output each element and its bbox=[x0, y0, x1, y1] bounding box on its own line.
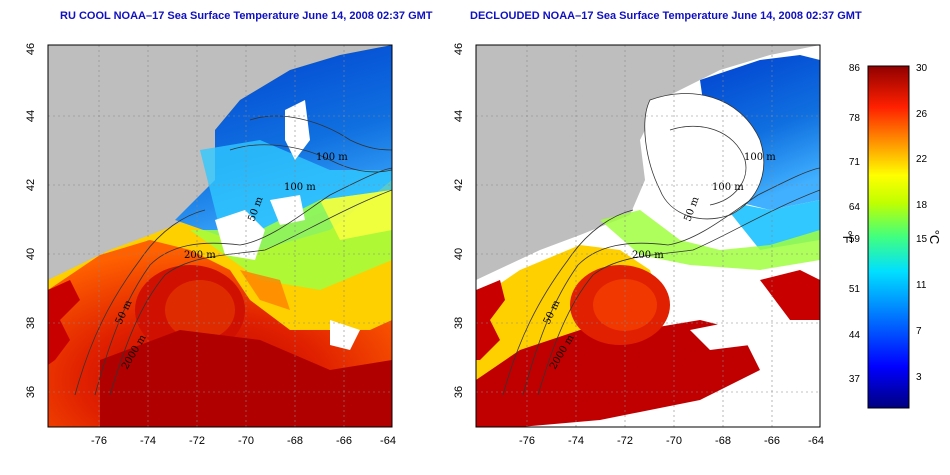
left-x-tick: -66 bbox=[336, 435, 352, 447]
right-contour-label-200: 200 m bbox=[632, 250, 664, 261]
left-y-axis: 36 38 40 42 44 46 bbox=[25, 43, 37, 398]
right-y-tick: 42 bbox=[453, 179, 465, 191]
colorbar-f-tick: 44 bbox=[849, 330, 861, 341]
right-x-tick: -76 bbox=[519, 435, 535, 447]
colorbar-f-tick: 86 bbox=[849, 63, 861, 74]
colorbar-c-tick: 15 bbox=[916, 234, 928, 245]
right-x-axis: -76 -74 -72 -70 -68 -66 -64 bbox=[519, 435, 824, 447]
left-x-tick: -68 bbox=[287, 435, 303, 447]
left-contour-label-200: 200 m bbox=[184, 250, 216, 261]
left-y-tick: 44 bbox=[25, 110, 37, 122]
left-x-tick: -74 bbox=[140, 435, 156, 447]
right-y-tick: 36 bbox=[453, 386, 465, 398]
colorbar-c-label: °C bbox=[927, 230, 942, 245]
right-map bbox=[476, 45, 820, 427]
colorbar-f-tick: 59 bbox=[849, 234, 861, 245]
right-contour-label-100b: 100 m bbox=[712, 182, 744, 193]
right-x-tick: -64 bbox=[808, 435, 824, 447]
right-x-tick: -74 bbox=[568, 435, 584, 447]
left-contour-label-100a: 100 m bbox=[316, 152, 348, 163]
right-x-tick: -72 bbox=[617, 435, 633, 447]
left-x-axis: -76 -74 -72 -70 -68 -66 -64 bbox=[91, 435, 396, 447]
left-map-frame bbox=[47, 44, 393, 428]
left-y-tick: 36 bbox=[25, 386, 37, 398]
colorbar-f-tick: 64 bbox=[849, 202, 861, 213]
right-y-axis: 36 38 40 42 44 46 bbox=[453, 43, 465, 398]
right-y-tick: 38 bbox=[453, 317, 465, 329]
left-x-tick: -70 bbox=[238, 435, 254, 447]
warm-water bbox=[476, 320, 760, 427]
right-map-title: DECLOUDED NOAA–17 Sea Surface Temperatur… bbox=[470, 10, 862, 22]
right-map-frame bbox=[475, 44, 821, 428]
right-x-tick: -70 bbox=[666, 435, 682, 447]
colorbar-f-label: °F bbox=[840, 230, 855, 243]
right-contour-label-100a: 100 m bbox=[744, 152, 776, 163]
colorbar-c-tick: 18 bbox=[916, 200, 928, 211]
colorbar: 86 78 71 64 59 51 44 37 30 26 22 18 15 1… bbox=[840, 63, 942, 409]
right-y-tick: 46 bbox=[453, 43, 465, 55]
colorbar-c-tick: 22 bbox=[916, 154, 928, 165]
colorbar-f-tick: 51 bbox=[849, 284, 861, 295]
right-x-tick: -68 bbox=[715, 435, 731, 447]
left-y-tick: 46 bbox=[25, 43, 37, 55]
colorbar-f-tick: 71 bbox=[849, 157, 861, 168]
cloud-patch bbox=[215, 210, 265, 260]
right-y-tick: 40 bbox=[453, 248, 465, 260]
left-map-title: RU COOL NOAA–17 Sea Surface Temperature … bbox=[60, 10, 433, 22]
left-y-tick: 40 bbox=[25, 248, 37, 260]
colorbar-gradient bbox=[867, 65, 910, 409]
left-y-tick: 38 bbox=[25, 317, 37, 329]
colorbar-f-tick: 37 bbox=[849, 374, 861, 385]
colorbar-f-tick: 78 bbox=[849, 113, 861, 124]
left-map bbox=[48, 45, 392, 427]
left-x-tick: -64 bbox=[380, 435, 396, 447]
colorbar-c-tick: 3 bbox=[916, 372, 922, 383]
colorbar-c-tick: 7 bbox=[916, 326, 922, 337]
colorbar-c-tick: 30 bbox=[916, 63, 928, 74]
colorbar-c-tick: 11 bbox=[916, 280, 927, 291]
left-contour-label-100b: 100 m bbox=[284, 182, 316, 193]
left-x-tick: -72 bbox=[189, 435, 205, 447]
colorbar-c-tick: 26 bbox=[916, 109, 928, 120]
right-x-tick: -66 bbox=[764, 435, 780, 447]
left-x-tick: -76 bbox=[91, 435, 107, 447]
right-y-tick: 44 bbox=[453, 110, 465, 122]
left-y-tick: 42 bbox=[25, 179, 37, 191]
